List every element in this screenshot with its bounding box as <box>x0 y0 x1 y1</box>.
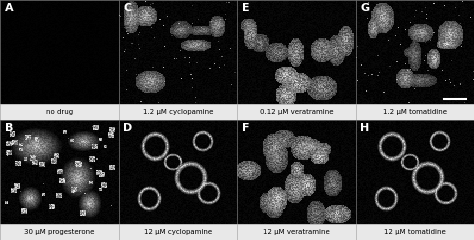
Text: B: B <box>5 123 13 133</box>
Text: 12 μM tomatidine: 12 μM tomatidine <box>384 229 446 235</box>
Text: H: H <box>360 123 370 133</box>
Text: 1.2 μM cyclopamine: 1.2 μM cyclopamine <box>143 109 213 115</box>
Text: 12 μM cyclopamine: 12 μM cyclopamine <box>144 229 212 235</box>
Text: 1.2 μM tomatidine: 1.2 μM tomatidine <box>383 109 447 115</box>
Text: D: D <box>123 123 133 133</box>
Text: A: A <box>5 3 13 13</box>
Text: 30 μM progesterone: 30 μM progesterone <box>24 229 94 235</box>
Text: no drug: no drug <box>46 109 73 115</box>
Text: F: F <box>242 123 249 133</box>
Text: G: G <box>360 3 369 13</box>
Text: 12 μM veratramine: 12 μM veratramine <box>263 229 329 235</box>
Text: E: E <box>242 3 249 13</box>
Text: C: C <box>123 3 131 13</box>
Text: 0.12 μM veratramine: 0.12 μM veratramine <box>259 109 333 115</box>
